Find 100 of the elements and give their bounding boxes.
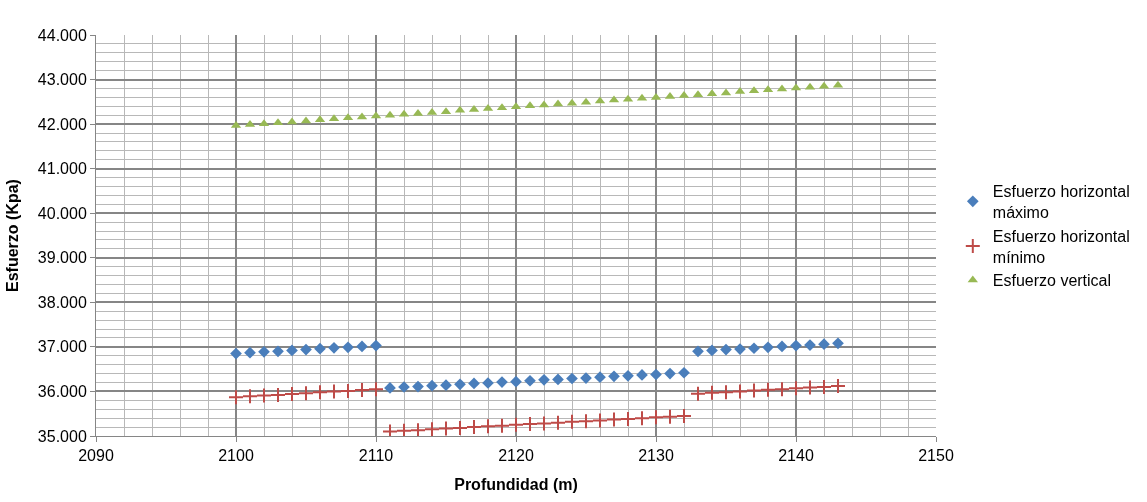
- point: [692, 345, 704, 358]
- point: [368, 381, 384, 398]
- point: [662, 408, 678, 425]
- legend-label: Esfuerzo horizontal mínimo: [992, 227, 1130, 266]
- y-tick-label: 36.000: [37, 383, 87, 401]
- point: [438, 420, 454, 436]
- point: [286, 344, 298, 357]
- point: [494, 417, 510, 434]
- point: [634, 410, 650, 427]
- point: [676, 407, 692, 424]
- point: [832, 337, 844, 350]
- x-tick-label: 2110: [358, 447, 394, 465]
- point: [298, 385, 314, 402]
- point: [818, 338, 830, 351]
- point: [830, 378, 846, 395]
- y-tick-label: 42.000: [37, 115, 87, 133]
- point: [704, 384, 720, 401]
- y-tick-label: 38.000: [37, 293, 87, 311]
- point: [620, 411, 636, 428]
- y-tick-label: 43.000: [37, 71, 87, 89]
- point: [230, 347, 242, 360]
- y-tick-label: 39.000: [37, 249, 87, 267]
- point: [578, 413, 594, 430]
- y-tick-label: 37.000: [37, 338, 87, 356]
- point: [412, 380, 424, 393]
- point: [776, 340, 788, 353]
- point: [410, 422, 426, 436]
- point: [272, 345, 284, 358]
- point: [790, 339, 802, 352]
- point: [678, 366, 690, 379]
- point: [242, 388, 258, 405]
- point: [732, 383, 748, 400]
- point: [550, 414, 566, 431]
- point: [468, 377, 480, 390]
- point: [228, 389, 244, 406]
- y-tick-label: 35.000: [37, 427, 87, 445]
- point: [340, 383, 356, 399]
- point: [328, 341, 340, 354]
- point: [312, 384, 328, 401]
- point: [354, 382, 370, 399]
- x-tick-label: 2100: [218, 447, 254, 465]
- point: [650, 368, 662, 381]
- point: [622, 370, 634, 382]
- point: [552, 373, 564, 386]
- y-tick-label: 40.000: [37, 204, 87, 222]
- point: [760, 381, 776, 398]
- x-tick-label: 2150: [918, 447, 954, 465]
- point: [594, 371, 606, 384]
- point: [606, 411, 622, 428]
- point: [564, 413, 580, 430]
- point: [284, 386, 300, 403]
- x-tick-label: 2130: [638, 447, 674, 465]
- point: [508, 416, 524, 433]
- point: [648, 409, 664, 426]
- point: [424, 421, 440, 436]
- point: [746, 382, 762, 399]
- point: [706, 344, 718, 357]
- point: [762, 341, 774, 354]
- point: [522, 415, 538, 432]
- point: [690, 385, 706, 402]
- point: [510, 375, 522, 388]
- y-tick-label: 44.000: [37, 26, 87, 44]
- point: [480, 418, 496, 435]
- y-tick-label: 41.000: [37, 160, 87, 178]
- point: [426, 379, 438, 392]
- point: [802, 379, 818, 396]
- point: [566, 372, 578, 385]
- point: [466, 419, 482, 436]
- point: [300, 343, 312, 356]
- point: [718, 384, 734, 401]
- point: [440, 379, 452, 392]
- y-axis-title: Esfuerzo (Kpa): [3, 179, 21, 292]
- point: [720, 343, 732, 356]
- point: [396, 422, 412, 436]
- x-tick-label: 2090: [78, 447, 114, 465]
- point: [748, 342, 760, 355]
- point: [258, 345, 270, 358]
- point: [342, 341, 354, 354]
- point: [592, 412, 608, 429]
- point: [816, 378, 832, 395]
- point: [664, 367, 676, 380]
- point: [256, 387, 272, 404]
- point: [536, 415, 552, 432]
- legend-label: Esfuerzo horizontal máximo: [992, 183, 1130, 221]
- point: [774, 381, 790, 398]
- point: [452, 419, 468, 436]
- legend-label: Esfuerzo vertical: [992, 272, 1112, 290]
- point: [314, 342, 326, 355]
- x-tick-label: 2140: [778, 447, 814, 465]
- point: [524, 374, 536, 387]
- x-axis-title: Profundidad (m): [454, 475, 578, 493]
- point: [370, 339, 382, 352]
- point: [356, 340, 368, 353]
- point: [788, 380, 804, 397]
- point: [270, 387, 286, 404]
- x-tick-label: 2120: [498, 447, 534, 465]
- point: [454, 378, 466, 391]
- point: [326, 383, 342, 400]
- point: [608, 370, 620, 383]
- point: [244, 346, 256, 359]
